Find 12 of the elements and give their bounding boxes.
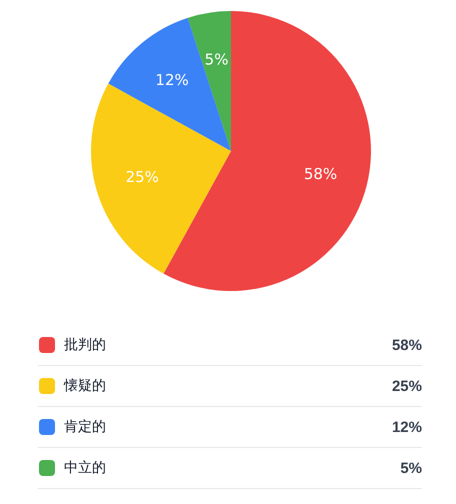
legend-label: 肯定的 <box>64 418 106 436</box>
text: 12% <box>392 418 422 436</box>
data-label: 58% <box>304 164 338 183</box>
legend-label: 懐疑的 <box>64 377 106 395</box>
legend-label: 中立的 <box>64 459 106 477</box>
legend-label: 批判的 <box>64 336 106 354</box>
data-label: 25% <box>126 168 159 186</box>
text: 58% <box>392 336 422 354</box>
text: 5% <box>400 460 422 476</box>
text: 25% <box>392 378 422 394</box>
data-label: 12% <box>155 70 189 89</box>
data-label: 5% <box>204 50 228 69</box>
